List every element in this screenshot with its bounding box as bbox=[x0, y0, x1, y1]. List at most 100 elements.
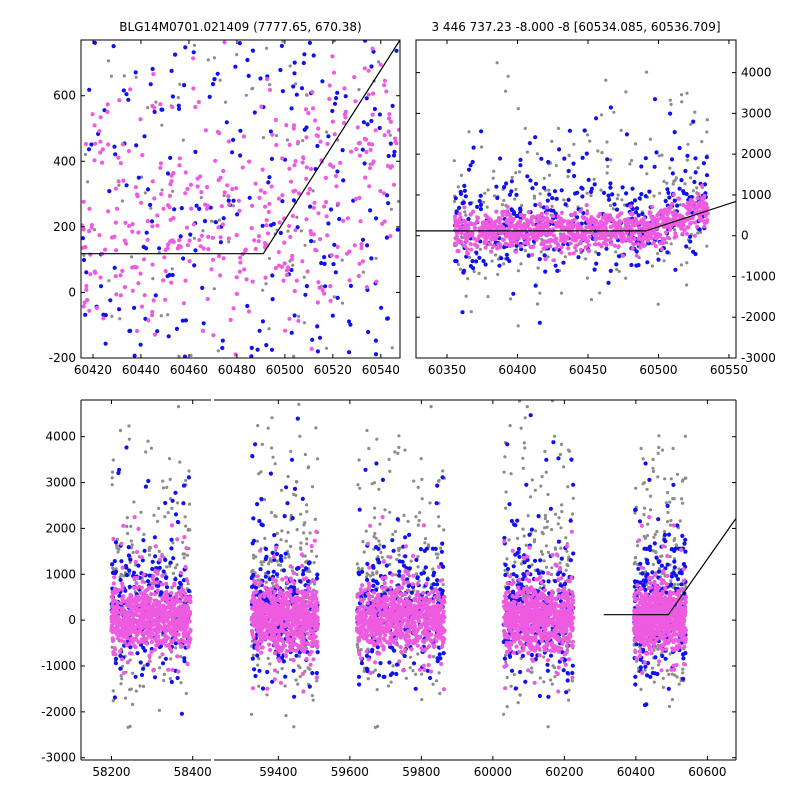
data-point bbox=[279, 264, 284, 269]
data-point bbox=[178, 234, 183, 239]
data-point bbox=[215, 129, 220, 134]
y-tick-label: 3000 bbox=[741, 106, 772, 120]
data-point bbox=[163, 515, 167, 519]
data-point bbox=[234, 186, 239, 191]
data-point bbox=[650, 204, 655, 210]
data-point bbox=[263, 536, 267, 541]
data-point bbox=[130, 288, 135, 293]
data-point bbox=[144, 246, 149, 251]
data-point bbox=[452, 159, 456, 163]
data-point bbox=[165, 171, 171, 176]
data-point bbox=[166, 334, 171, 339]
data-point bbox=[513, 225, 519, 230]
data-point bbox=[250, 686, 256, 691]
data-point bbox=[238, 255, 243, 260]
data-point bbox=[566, 197, 571, 202]
data-point bbox=[132, 606, 138, 611]
data-point bbox=[266, 570, 271, 575]
data-point bbox=[131, 612, 136, 618]
data-point bbox=[131, 671, 135, 675]
data-point bbox=[679, 263, 684, 267]
data-point bbox=[394, 141, 399, 146]
data-point bbox=[155, 588, 160, 593]
data-point bbox=[155, 329, 160, 334]
data-point bbox=[162, 678, 166, 683]
data-point bbox=[620, 198, 624, 202]
data-point bbox=[367, 184, 372, 189]
data-point bbox=[689, 220, 694, 225]
data-point bbox=[178, 608, 183, 613]
data-point bbox=[173, 52, 178, 57]
y-tick-label: 0 bbox=[741, 229, 749, 243]
data-point bbox=[624, 276, 628, 280]
data-point bbox=[285, 580, 290, 585]
data-point bbox=[334, 254, 340, 259]
data-point bbox=[166, 510, 170, 515]
data-point bbox=[556, 126, 561, 130]
data-point bbox=[174, 326, 179, 331]
data-point bbox=[291, 604, 296, 609]
data-point bbox=[182, 354, 188, 358]
data-point bbox=[612, 243, 618, 248]
data-point bbox=[515, 221, 520, 227]
data-point bbox=[185, 608, 190, 613]
data-point bbox=[267, 256, 271, 261]
data-point bbox=[315, 457, 320, 461]
data-point bbox=[373, 216, 379, 221]
data-point bbox=[389, 164, 395, 169]
data-point bbox=[304, 560, 308, 564]
data-point bbox=[370, 142, 375, 147]
data-point bbox=[280, 577, 285, 582]
data-point bbox=[169, 280, 174, 285]
data-point bbox=[191, 222, 196, 227]
data-point bbox=[370, 46, 375, 51]
data-point bbox=[537, 257, 542, 262]
data-point bbox=[110, 636, 115, 641]
data-point bbox=[514, 192, 519, 197]
data-point bbox=[286, 474, 290, 479]
data-point bbox=[509, 179, 514, 184]
data-point bbox=[296, 682, 300, 686]
data-point bbox=[92, 269, 97, 274]
data-point bbox=[134, 328, 140, 334]
data-point bbox=[151, 277, 155, 281]
data-point bbox=[308, 667, 312, 671]
data-point bbox=[614, 207, 620, 212]
data-point bbox=[211, 333, 216, 338]
data-point bbox=[388, 562, 392, 567]
data-points bbox=[354, 405, 447, 730]
data-point bbox=[658, 191, 662, 195]
data-point bbox=[357, 195, 362, 200]
data-point bbox=[394, 48, 399, 53]
data-point bbox=[199, 233, 204, 238]
data-point bbox=[670, 217, 676, 222]
data-point bbox=[340, 301, 345, 305]
data-point bbox=[628, 162, 632, 166]
data-point bbox=[134, 594, 139, 599]
data-point bbox=[191, 56, 196, 61]
data-point bbox=[151, 619, 156, 624]
data-point bbox=[605, 171, 609, 175]
data-point bbox=[668, 224, 674, 229]
data-point bbox=[315, 554, 319, 558]
data-point bbox=[132, 353, 137, 358]
data-point bbox=[128, 645, 133, 650]
data-point bbox=[454, 220, 459, 225]
data-point bbox=[631, 242, 636, 247]
data-point bbox=[269, 184, 274, 189]
data-point bbox=[129, 651, 134, 656]
data-point bbox=[571, 251, 576, 256]
data-point bbox=[303, 554, 307, 558]
data-point bbox=[677, 186, 682, 191]
data-point bbox=[645, 220, 650, 225]
data-point bbox=[266, 209, 271, 215]
data-point bbox=[392, 149, 397, 154]
data-point bbox=[125, 660, 130, 665]
data-point bbox=[513, 236, 518, 241]
data-point bbox=[289, 544, 293, 549]
data-point bbox=[284, 123, 289, 128]
data-point bbox=[123, 563, 129, 569]
y-tick-label: 1000 bbox=[741, 188, 772, 202]
data-point bbox=[593, 242, 598, 247]
data-point bbox=[420, 497, 424, 501]
